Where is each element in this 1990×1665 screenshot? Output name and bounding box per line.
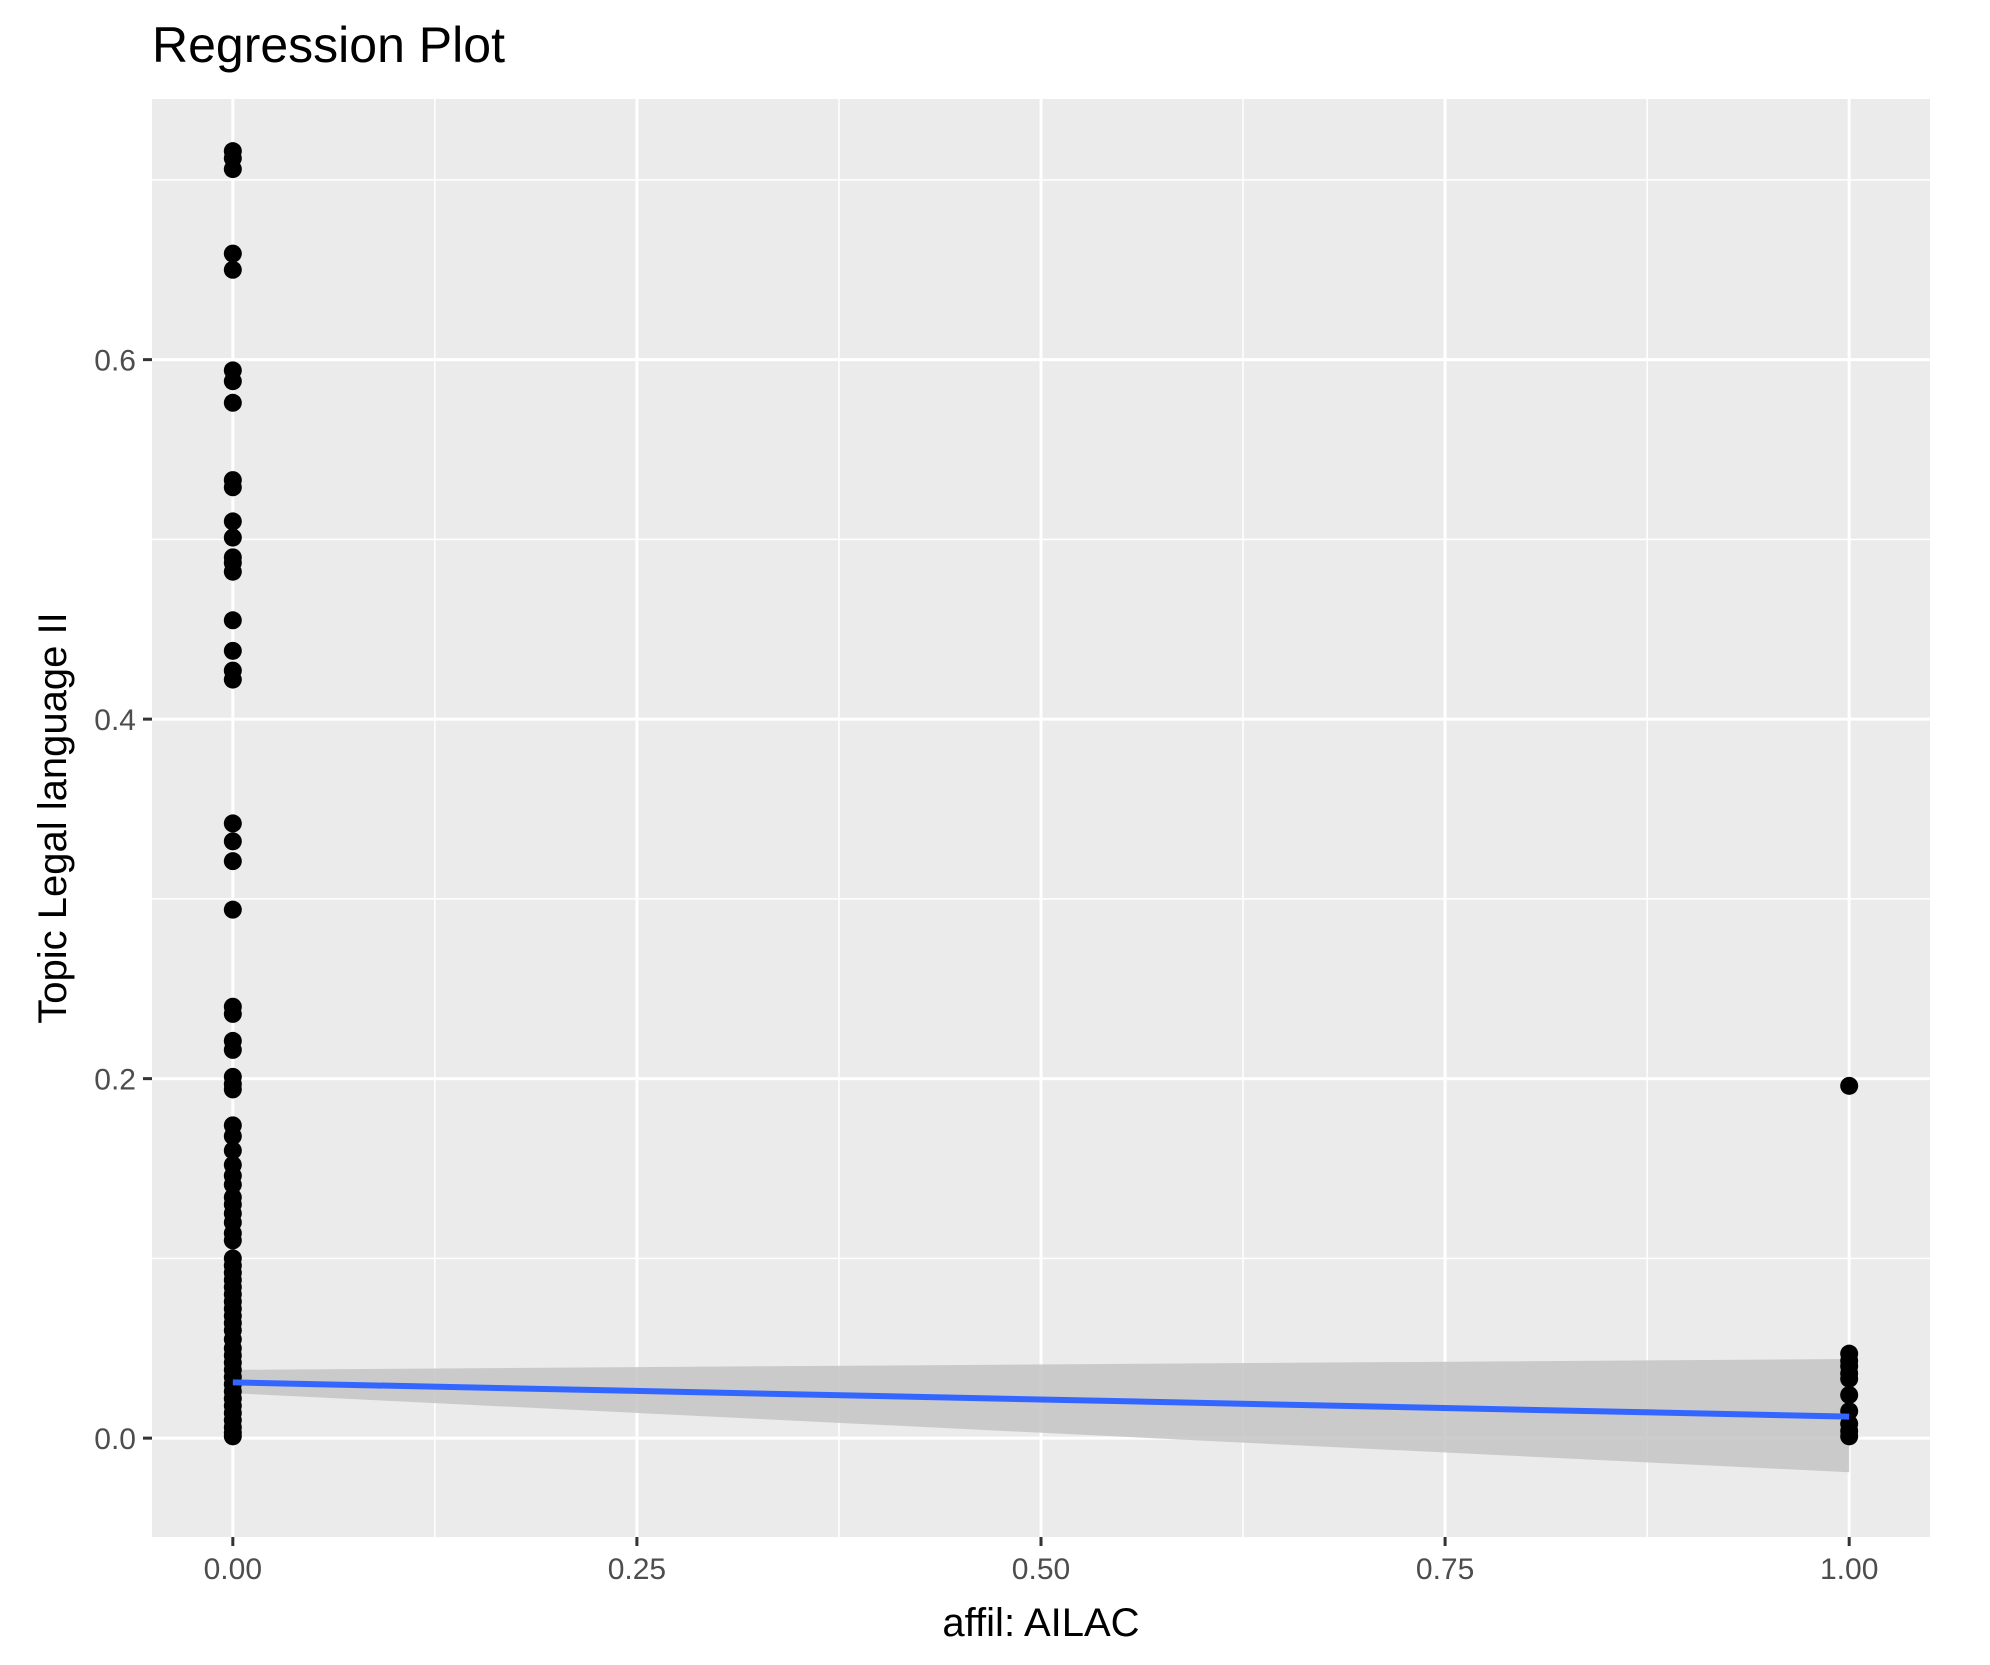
y-axis-title: Topic Legal language II	[31, 612, 75, 1023]
data-point	[223, 372, 242, 391]
confidence-ribbon	[232, 1359, 1850, 1473]
data-point	[223, 244, 242, 263]
data-point	[223, 160, 242, 179]
data-point	[223, 611, 242, 630]
data-point	[223, 1004, 242, 1023]
data-point	[223, 852, 242, 871]
regression-line	[232, 1379, 1850, 1420]
data-point	[1840, 1076, 1859, 1095]
data-point	[223, 528, 242, 547]
data-point	[223, 393, 242, 412]
data-point	[223, 1427, 242, 1446]
data-point	[223, 1141, 242, 1160]
data-point	[223, 670, 242, 689]
data-point	[223, 1080, 242, 1099]
data-point	[223, 832, 242, 851]
y-axis-ticks: 0.0 0.2 0.4 0.6	[94, 345, 152, 1456]
x-tick-label: 0.00	[204, 1553, 262, 1586]
data-point	[223, 814, 242, 833]
y-tick-label: 0.4	[94, 704, 136, 737]
y-tick-label: 0.0	[94, 1423, 136, 1456]
data-point	[223, 1175, 242, 1194]
data-point	[1840, 1385, 1859, 1404]
x-tick-label: 0.25	[608, 1553, 666, 1586]
x-axis-ticks: 0.00 0.25 0.50 0.75 1.00	[204, 1537, 1878, 1586]
data-point	[223, 512, 242, 531]
x-axis-title: affil: AILAC	[942, 1601, 1139, 1645]
data-point	[223, 260, 242, 279]
data-point	[1840, 1427, 1859, 1446]
data-point	[223, 1040, 242, 1059]
y-tick-label: 0.6	[94, 345, 136, 378]
data-point	[223, 478, 242, 497]
data-point	[223, 562, 242, 581]
grid-major	[152, 99, 1930, 1537]
data-point	[223, 900, 242, 919]
y-tick-label: 0.2	[94, 1064, 136, 1097]
chart-title: Regression Plot	[152, 17, 505, 73]
data-point	[1840, 1369, 1859, 1388]
x-tick-label: 0.75	[1416, 1553, 1474, 1586]
x-tick-label: 0.50	[1012, 1553, 1070, 1586]
data-point	[223, 641, 242, 660]
data-point	[223, 1127, 242, 1146]
data-point	[223, 1231, 242, 1250]
x-tick-label: 1.00	[1820, 1553, 1878, 1586]
